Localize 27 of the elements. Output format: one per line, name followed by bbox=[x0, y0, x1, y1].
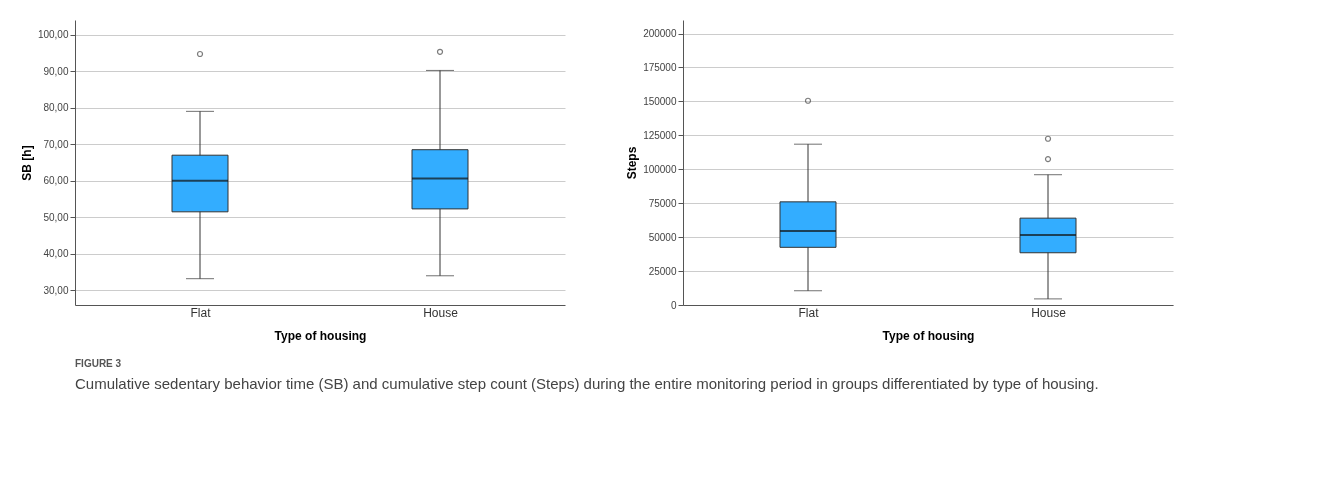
x-tick-label: Flat bbox=[798, 305, 820, 320]
y-axis-title: SB [h] bbox=[19, 145, 34, 181]
y-tick-label: 90,00 bbox=[43, 65, 69, 77]
y-axis-title: Steps bbox=[625, 146, 640, 180]
x-tick-label: House bbox=[423, 305, 459, 320]
y-tick-label: 80,00 bbox=[43, 102, 69, 114]
x-tick-label: House bbox=[1031, 305, 1067, 320]
y-tick-label: 25000 bbox=[648, 265, 677, 277]
y-tick-label: 100000 bbox=[643, 163, 677, 175]
x-axis-title: Type of housing bbox=[274, 328, 367, 343]
y-tick-label: 200000 bbox=[643, 28, 677, 40]
y-tick-label: 75000 bbox=[648, 197, 677, 209]
y-tick-label: 50,00 bbox=[43, 211, 69, 223]
y-tick-label: 150000 bbox=[643, 95, 677, 107]
x-axis-title: Type of housing bbox=[882, 328, 975, 343]
y-tick-label: 125000 bbox=[643, 129, 677, 141]
y-tick-label: 60,00 bbox=[43, 175, 69, 187]
caption: FIGURE 3 bbox=[75, 358, 122, 369]
y-tick-label: 175000 bbox=[643, 62, 677, 73]
y-tick-label: 40,00 bbox=[43, 248, 69, 260]
y-tick-label: 100,00 bbox=[37, 29, 69, 41]
y-tick-label: 50000 bbox=[648, 231, 677, 243]
y-tick-label: 30,00 bbox=[43, 284, 69, 296]
y-tick-label: 0 bbox=[670, 299, 677, 311]
x-tick-label: Flat bbox=[190, 305, 212, 320]
text: Cumulative sedentary behavior time (SB) and cumulative step count (Steps) during the entire monitoring period in groups differentiated by type of housing. bbox=[75, 375, 1099, 392]
y-tick-label: 70,00 bbox=[43, 138, 69, 150]
